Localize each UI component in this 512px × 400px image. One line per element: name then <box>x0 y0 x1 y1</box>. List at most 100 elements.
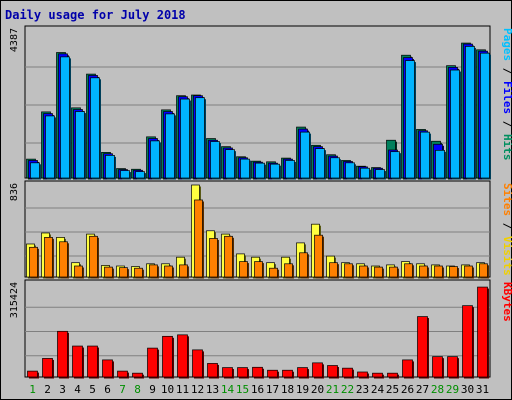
bar-kbytes-kbytes-day-19 <box>297 367 308 378</box>
bar-visits-sites-sites-day-31 <box>479 263 488 278</box>
panel-hits-files-pages-legend-part: Files <box>501 81 512 114</box>
panel-visits-sites-ymax-label: 836 <box>9 183 20 201</box>
bar-kbytes-kbytes-day-21 <box>327 365 338 378</box>
bar-kbytes-kbytes-day-24 <box>372 372 383 378</box>
x-tick-label-day-17: 17 <box>266 383 279 396</box>
x-tick-label-day-18: 18 <box>281 383 294 396</box>
bar-hits-files-pages-pages-day-5 <box>90 77 100 179</box>
x-tick-label-day-29: 29 <box>446 383 459 396</box>
x-tick-label-day-3: 3 <box>59 383 66 396</box>
x-tick-label-day-15: 15 <box>236 383 249 396</box>
bar-kbytes-kbytes-day-10 <box>162 335 173 378</box>
bar-hits-files-pages-pages-day-24 <box>375 169 385 179</box>
bar-kbytes-kbytes-day-26 <box>402 359 413 378</box>
x-tick-label-day-22: 22 <box>341 383 354 396</box>
panel-visits-sites-legend-part: Visits <box>501 236 512 276</box>
x-tick-label-day-24: 24 <box>371 383 385 396</box>
bar-visits-sites-sites-day-29 <box>449 266 458 278</box>
bar-hits-files-pages-pages-day-28 <box>435 149 445 179</box>
bar-hits-files-pages-pages-day-30 <box>465 46 475 179</box>
x-tick-label-day-8: 8 <box>134 383 141 396</box>
bar-visits-sites-sites-day-25 <box>389 266 398 278</box>
x-tick-label-day-26: 26 <box>401 383 414 396</box>
bar-visits-sites-sites-day-30 <box>464 265 473 278</box>
x-tick-label-day-21: 21 <box>326 383 339 396</box>
bar-hits-files-pages-pages-day-3 <box>60 56 70 179</box>
bar-kbytes-kbytes-day-20 <box>312 362 323 378</box>
bar-visits-sites-sites-day-27 <box>419 265 428 278</box>
bar-kbytes-kbytes-day-30 <box>462 305 473 378</box>
bar-visits-sites-sites-day-5 <box>89 235 98 278</box>
bar-kbytes-kbytes-day-25 <box>387 372 398 378</box>
x-tick-label-day-9: 9 <box>149 383 156 396</box>
x-tick-label-day-4: 4 <box>74 383 81 396</box>
bar-visits-sites-sites-day-26 <box>404 263 413 278</box>
bar-hits-files-pages-pages-day-25 <box>390 151 400 179</box>
bar-hits-files-pages-pages-day-2 <box>45 115 55 179</box>
bar-hits-files-pages-pages-day-21 <box>330 157 340 179</box>
bar-visits-sites-sites-day-21 <box>329 262 338 278</box>
x-tick-label-day-11: 11 <box>176 383 189 396</box>
bar-visits-sites-sites-day-17 <box>269 267 278 278</box>
x-tick-label-day-13: 13 <box>206 383 219 396</box>
x-tick-label-day-2: 2 <box>44 383 51 396</box>
panel-kbytes-ymax-label: 315424 <box>9 282 20 318</box>
bar-visits-sites-sites-day-16 <box>254 261 263 278</box>
bar-hits-files-pages-pages-day-4 <box>75 111 85 179</box>
bar-visits-sites-sites-day-28 <box>434 265 443 278</box>
bar-kbytes-kbytes-day-3 <box>57 330 68 378</box>
bar-kbytes-kbytes-day-5 <box>87 345 98 378</box>
bar-hits-files-pages-pages-day-17 <box>270 163 280 179</box>
panel-hits-files-pages-legend: Pages / Files / Hits <box>501 28 512 161</box>
bar-visits-sites-sites-day-7 <box>119 267 128 278</box>
bar-hits-files-pages-pages-day-15 <box>240 158 250 179</box>
bar-hits-files-pages-pages-day-11 <box>180 98 190 179</box>
x-tick-label-day-12: 12 <box>191 383 204 396</box>
x-tick-label-day-16: 16 <box>251 383 264 396</box>
bar-kbytes-kbytes-day-15 <box>237 367 248 378</box>
bar-hits-files-pages-pages-day-27 <box>420 131 430 179</box>
bar-kbytes-kbytes-day-12 <box>192 349 203 378</box>
bar-visits-sites-sites-day-9 <box>149 264 158 278</box>
bar-visits-sites-sites-day-12 <box>194 199 203 278</box>
bar-hits-files-pages-pages-day-29 <box>450 69 460 179</box>
bar-kbytes-kbytes-day-29 <box>447 356 458 378</box>
bar-kbytes-kbytes-day-31 <box>477 286 488 378</box>
bar-visits-sites-sites-day-24 <box>374 266 383 278</box>
bar-kbytes-kbytes-day-18 <box>282 369 293 378</box>
bar-visits-sites-sites-day-8 <box>134 267 143 278</box>
bar-visits-sites-sites-day-15 <box>239 261 248 278</box>
bar-kbytes-kbytes-day-11 <box>177 334 188 378</box>
bar-visits-sites-sites-day-18 <box>284 263 293 278</box>
bar-hits-files-pages-pages-day-18 <box>285 160 295 179</box>
bar-visits-sites-sites-day-6 <box>104 266 113 278</box>
bar-kbytes-kbytes-day-8 <box>132 372 143 378</box>
bar-kbytes-kbytes-day-27 <box>417 316 428 378</box>
bar-hits-files-pages-pages-day-31 <box>480 52 490 179</box>
bar-hits-files-pages-pages-day-10 <box>165 113 175 179</box>
panel-hits-files-pages-ymax-label: 4387 <box>9 28 20 52</box>
panel-visits-sites-legend-part: Sites <box>501 183 512 216</box>
bar-kbytes-kbytes-day-16 <box>252 366 263 378</box>
x-tick-label-day-10: 10 <box>161 383 174 396</box>
panel-kbytes-legend-part: KBytes <box>501 282 512 322</box>
x-tick-label-day-1: 1 <box>29 383 36 396</box>
bar-kbytes-kbytes-day-17 <box>267 369 278 378</box>
bar-hits-files-pages-pages-day-22 <box>345 162 355 179</box>
x-tick-label-day-31: 31 <box>476 383 489 396</box>
x-tick-label-day-25: 25 <box>386 383 399 396</box>
bar-visits-sites-sites-day-23 <box>359 265 368 278</box>
panel-hits-files-pages-legend-part: / <box>501 114 512 134</box>
bar-kbytes-kbytes-day-28 <box>432 356 443 378</box>
bar-kbytes-kbytes-day-14 <box>222 367 233 378</box>
bar-kbytes-kbytes-day-7 <box>117 370 128 378</box>
bar-visits-sites-sites-day-20 <box>314 234 323 278</box>
panel-kbytes-legend: KBytes <box>501 282 512 322</box>
bar-hits-files-pages-pages-day-6 <box>105 155 115 179</box>
bar-hits-files-pages-pages-day-8 <box>135 171 145 179</box>
bar-kbytes-kbytes-day-2 <box>42 358 53 378</box>
x-tick-label-day-30: 30 <box>461 383 474 396</box>
x-tick-label-day-5: 5 <box>89 383 96 396</box>
panel-visits-sites-legend-part: / <box>501 216 512 236</box>
bar-hits-files-pages-pages-day-23 <box>360 167 370 179</box>
